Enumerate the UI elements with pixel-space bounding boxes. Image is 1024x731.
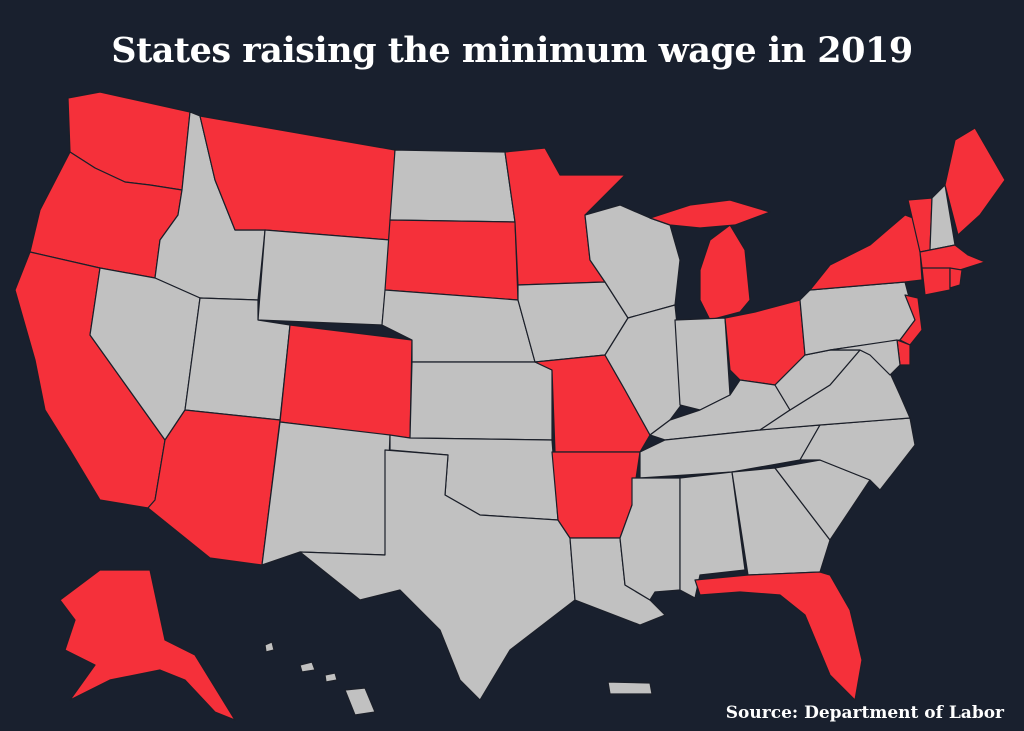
state-ks[interactable] xyxy=(409,361,553,441)
state-wi[interactable] xyxy=(584,204,681,319)
state-ny[interactable] xyxy=(809,214,923,291)
state-pr[interactable] xyxy=(607,681,653,695)
state-ri[interactable] xyxy=(949,267,963,289)
state-fl[interactable] xyxy=(694,571,863,701)
state-nm[interactable] xyxy=(261,421,391,566)
state-in[interactable] xyxy=(674,317,731,411)
state-tx[interactable] xyxy=(299,449,576,701)
state-sd[interactable] xyxy=(384,219,519,301)
state-hi-island-2[interactable] xyxy=(299,661,316,673)
state-hi[interactable] xyxy=(264,641,275,653)
source-credit: Source: Department of Labor xyxy=(725,703,1004,723)
state-nd[interactable] xyxy=(389,149,516,223)
state-wy[interactable] xyxy=(257,229,391,326)
state-mi-upper[interactable] xyxy=(649,199,771,229)
state-hi-island-4[interactable] xyxy=(344,687,376,716)
state-md[interactable] xyxy=(829,339,901,376)
state-ct[interactable] xyxy=(921,267,951,296)
state-hi-island-3[interactable] xyxy=(324,672,338,683)
state-co[interactable] xyxy=(279,324,413,439)
state-me[interactable] xyxy=(944,127,1006,236)
state-ga[interactable] xyxy=(731,467,831,576)
state-ak[interactable] xyxy=(59,569,236,721)
state-mi[interactable] xyxy=(699,224,751,321)
map-title: States raising the minimum wage in 2019 xyxy=(111,30,913,71)
